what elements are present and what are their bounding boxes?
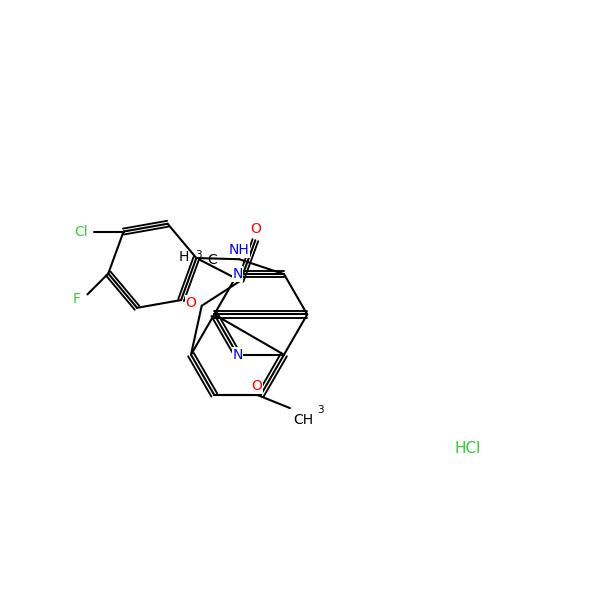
Text: C: C	[207, 253, 217, 267]
Text: HCl: HCl	[455, 441, 481, 456]
Text: Cl: Cl	[74, 225, 87, 238]
Text: O: O	[252, 379, 262, 393]
Text: F: F	[72, 292, 81, 306]
Text: CH: CH	[293, 413, 313, 427]
Text: 3: 3	[195, 250, 202, 260]
Text: O: O	[250, 222, 261, 237]
Text: 3: 3	[317, 406, 323, 415]
Text: NH: NH	[229, 243, 250, 258]
Text: O: O	[186, 296, 196, 310]
Text: H: H	[179, 250, 189, 265]
Text: N: N	[232, 347, 243, 362]
Text: N: N	[232, 267, 243, 281]
